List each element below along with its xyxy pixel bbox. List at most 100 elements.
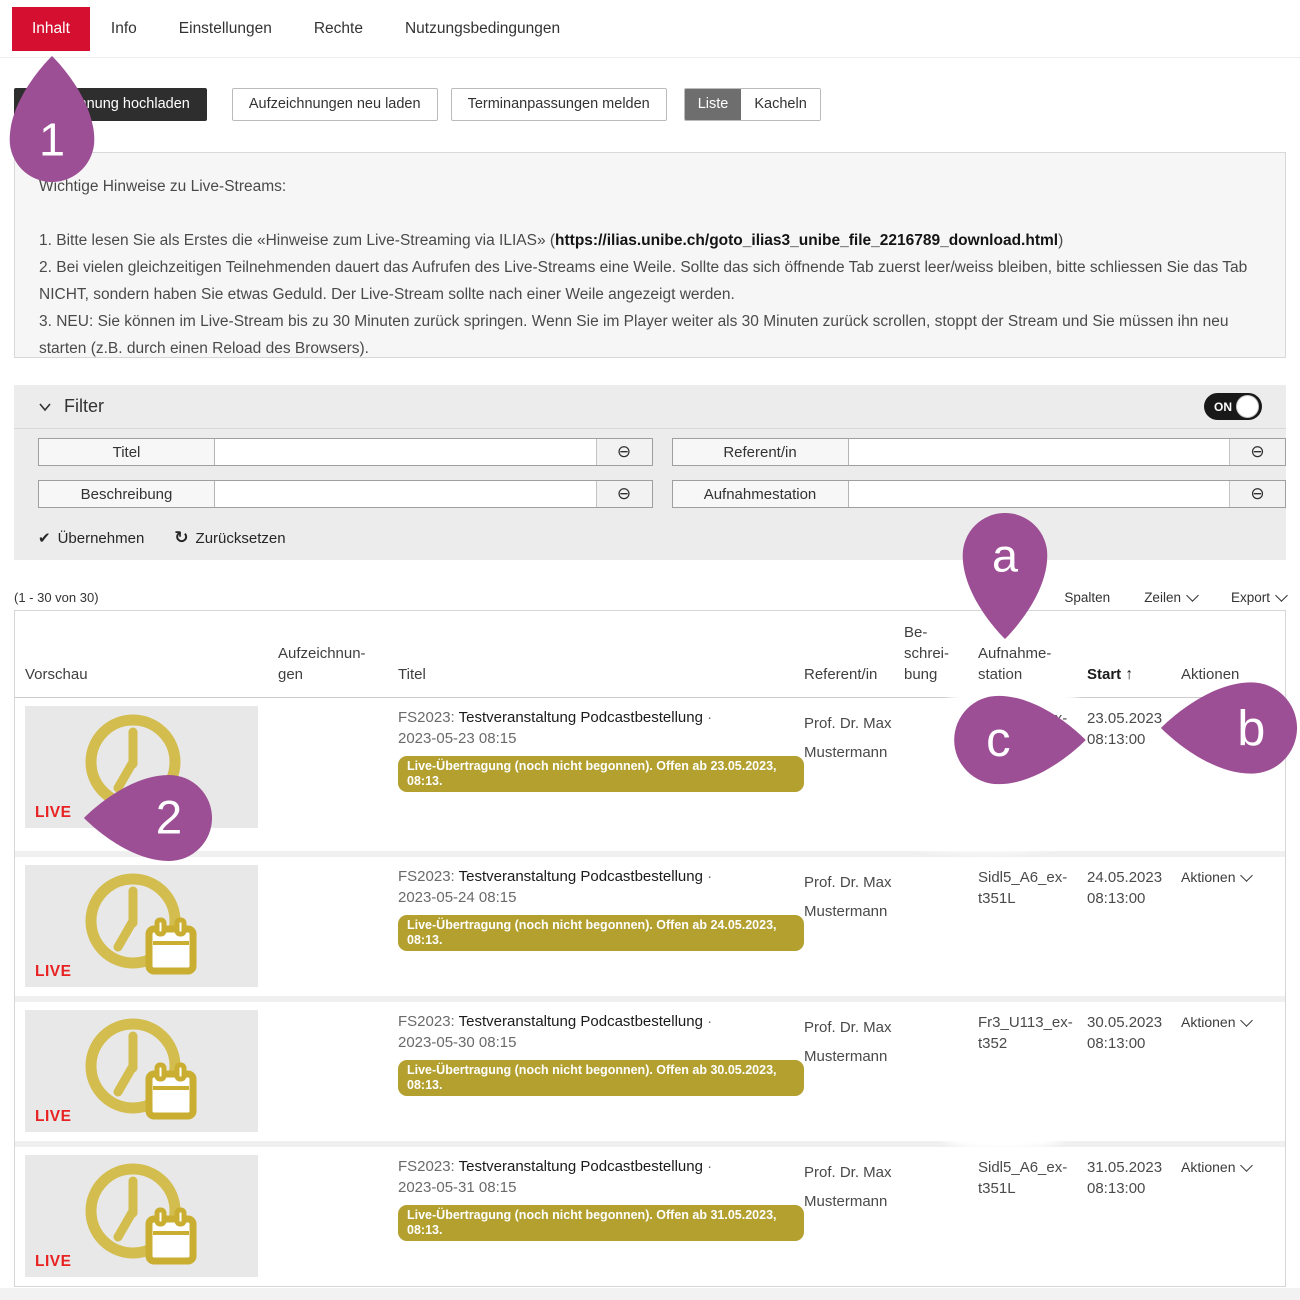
annotation-marker-c: c [954, 695, 1086, 785]
col-header-start-label: Start [1087, 666, 1122, 683]
notice-title: Wichtige Hinweise zu Live-Streams: [39, 178, 287, 195]
filter-header[interactable]: Filter ON [14, 385, 1286, 429]
result-range: (1 - 30 von 30) [14, 589, 99, 605]
calendar-icon [145, 1062, 197, 1120]
remove-filter-icon[interactable]: ⊖ [595, 439, 652, 465]
col-header-beschreibung: Be-schrei-bung [904, 624, 950, 683]
view-tiles-button[interactable]: Kacheln [741, 89, 820, 120]
aufnahmestation-cell: Fr3_U113_ex-t352 [978, 1014, 1073, 1052]
calendar-icon [145, 917, 197, 975]
notice-item-3: 3. NEU: Sie können im Live-Stream bis zu… [39, 313, 1229, 357]
title-link-podcast[interactable]: Podcastbestellung [580, 1158, 703, 1175]
whiteout-blob [895, 818, 1075, 852]
view-toggle: Liste Kacheln [683, 88, 821, 121]
title-link-podcast[interactable]: Podcastbestellung [580, 868, 703, 885]
row-actions-dropdown[interactable]: Aktionen [1181, 1159, 1254, 1175]
filter-label-beschreibung: Beschreibung [39, 481, 215, 507]
filter-input-beschreibung[interactable] [215, 481, 596, 507]
clock-icon [85, 873, 197, 975]
title-link-podcast[interactable]: Podcastbestellung [580, 709, 703, 726]
filter-title: Filter [64, 396, 104, 416]
live-status-badge: Live-Übertragung (noch nicht begonnen). … [398, 756, 804, 792]
notice-item-1: 1. Bitte lesen Sie als Erstes die «Hinwe… [39, 227, 1261, 254]
whiteout-blob [940, 1118, 1065, 1150]
reset-filter-label: Zurücksetzen [195, 529, 286, 547]
reload-recordings-button[interactable]: Aufzeichnungen neu laden [231, 88, 438, 121]
title-link-event[interactable]: Testveranstaltung [458, 709, 577, 726]
preview-thumbnail[interactable]: LIVE [25, 1010, 258, 1132]
apply-filter-button[interactable]: ✔ Übernehmen [38, 528, 144, 548]
remove-filter-icon[interactable]: ⊖ [1229, 439, 1285, 465]
title-datetime: · 2023-05-31 08:15 [398, 1158, 713, 1196]
filter-input-referent[interactable] [848, 439, 1229, 465]
reset-icon: ↻ [174, 528, 189, 547]
tab-rechte[interactable]: Rechte [313, 19, 363, 37]
titel-cell: FS2023: Testveranstaltung Podcastbestell… [398, 857, 804, 951]
remove-filter-icon[interactable]: ⊖ [1229, 481, 1285, 507]
live-status-badge: Live-Übertragung (noch nicht begonnen). … [398, 1060, 804, 1096]
results-table: Vorschau Aufzeichnun-gen Titel Referent/… [14, 610, 1286, 1287]
aktionen-cell: Aktionen [1181, 857, 1275, 885]
filter-label-titel: Titel [39, 439, 215, 465]
columns-menu[interactable]: Spalten [1064, 589, 1111, 605]
view-list-button[interactable]: Liste [684, 89, 742, 120]
notice-item-1-close: ) [1058, 232, 1064, 249]
col-header-start-sort[interactable]: Start ↑ [1087, 664, 1181, 697]
notice-panel: Wichtige Hinweise zu Live-Streams: 1. Bi… [14, 152, 1286, 358]
preview-thumbnail[interactable]: LIVE [25, 1155, 258, 1277]
title-datetime: · 2023-05-23 08:15 [398, 709, 713, 747]
aufnahmestation-cell: Sidl5_A6_ex-t351L [978, 1159, 1068, 1197]
notice-download-link[interactable]: https://ilias.unibe.ch/goto_ilias3_unibe… [555, 232, 1059, 249]
title-link-event[interactable]: Testveranstaltung [458, 1158, 577, 1175]
remove-filter-icon[interactable]: ⊖ [595, 481, 652, 507]
toggle-knob-icon [1236, 395, 1259, 418]
row-actions-label: Aktionen [1181, 1159, 1236, 1175]
title-link-event[interactable]: Testveranstaltung [458, 1013, 577, 1030]
reset-filter-button[interactable]: ↻ Zurücksetzen [174, 528, 285, 548]
aufnahmestation-cell: Sidl5_A6_ex-t351L [978, 869, 1068, 907]
clock-icon [85, 1163, 197, 1265]
tab-einstellungen[interactable]: Einstellungen [178, 19, 272, 37]
svg-text:1: 1 [39, 114, 65, 166]
rows-menu[interactable]: Zeilen [1144, 589, 1199, 605]
title-prefix: FS2023: [398, 868, 455, 885]
row-actions-dropdown[interactable]: Aktionen [1181, 1014, 1254, 1030]
filter-group-beschreibung: Beschreibung ⊖ [38, 480, 653, 508]
preview-thumbnail[interactable]: LIVE [25, 865, 258, 987]
svg-text:a: a [992, 529, 1019, 581]
filter-group-referent: Referent/in ⊖ [671, 438, 1286, 466]
clock-icon [85, 1018, 197, 1120]
rows-menu-label: Zeilen [1144, 589, 1181, 605]
filter-toggle-label: ON [1214, 399, 1232, 414]
notice-item-2: 2. Bei vielen gleichzeitigen Teilnehmend… [39, 259, 1248, 303]
aktionen-cell: Aktionen [1181, 1002, 1275, 1030]
live-label: LIVE [35, 1108, 72, 1125]
report-schedule-changes-button[interactable]: Terminanpassungen melden [450, 88, 667, 121]
export-menu[interactable]: Export [1231, 589, 1288, 605]
footer-strip [0, 1288, 1300, 1300]
filter-panel: Filter ON Titel ⊖ Referent/in ⊖ [14, 385, 1286, 560]
title-link-podcast[interactable]: Podcastbestellung [580, 1013, 703, 1030]
filter-label-referent: Referent/in [672, 439, 849, 465]
tab-inhalt[interactable]: Inhalt [12, 6, 90, 51]
start-cell: 23.05.2023 08:13:00 [1087, 710, 1163, 748]
filter-input-titel[interactable] [215, 439, 596, 465]
referent-cell: Prof. Dr. Max Mustermann [804, 715, 892, 761]
notice-item-1-text: 1. Bitte lesen Sie als Erstes die «Hinwe… [39, 232, 556, 249]
row-actions-dropdown[interactable]: Aktionen [1181, 869, 1254, 885]
filter-group-titel: Titel ⊖ [38, 438, 653, 466]
tab-nutzungsbedingungen[interactable]: Nutzungsbedingungen [404, 19, 561, 37]
tab-info[interactable]: Info [110, 19, 137, 37]
annotation-marker-1: 1 [9, 56, 95, 182]
referent-cell: Prof. Dr. Max Mustermann [804, 1019, 892, 1065]
table-header-row: Vorschau Aufzeichnun-gen Titel Referent/… [15, 611, 1285, 698]
title-prefix: FS2023: [398, 1013, 455, 1030]
col-header-aufnahmestation: Aufnahme-station [978, 645, 1052, 683]
col-header-aufzeichnungen: Aufzeichnun-gen [278, 645, 366, 683]
table-body: LIVE FS2023: Testveranstaltung Podcastbe… [15, 698, 1285, 1286]
filter-toggle[interactable]: ON [1204, 393, 1262, 420]
start-cell: 30.05.2023 08:13:00 [1087, 1014, 1163, 1052]
table-row: LIVE FS2023: Testveranstaltung Podcastbe… [15, 996, 1285, 1141]
title-link-event[interactable]: Testveranstaltung [458, 868, 577, 885]
filter-input-aufnahmestation[interactable] [848, 481, 1229, 507]
